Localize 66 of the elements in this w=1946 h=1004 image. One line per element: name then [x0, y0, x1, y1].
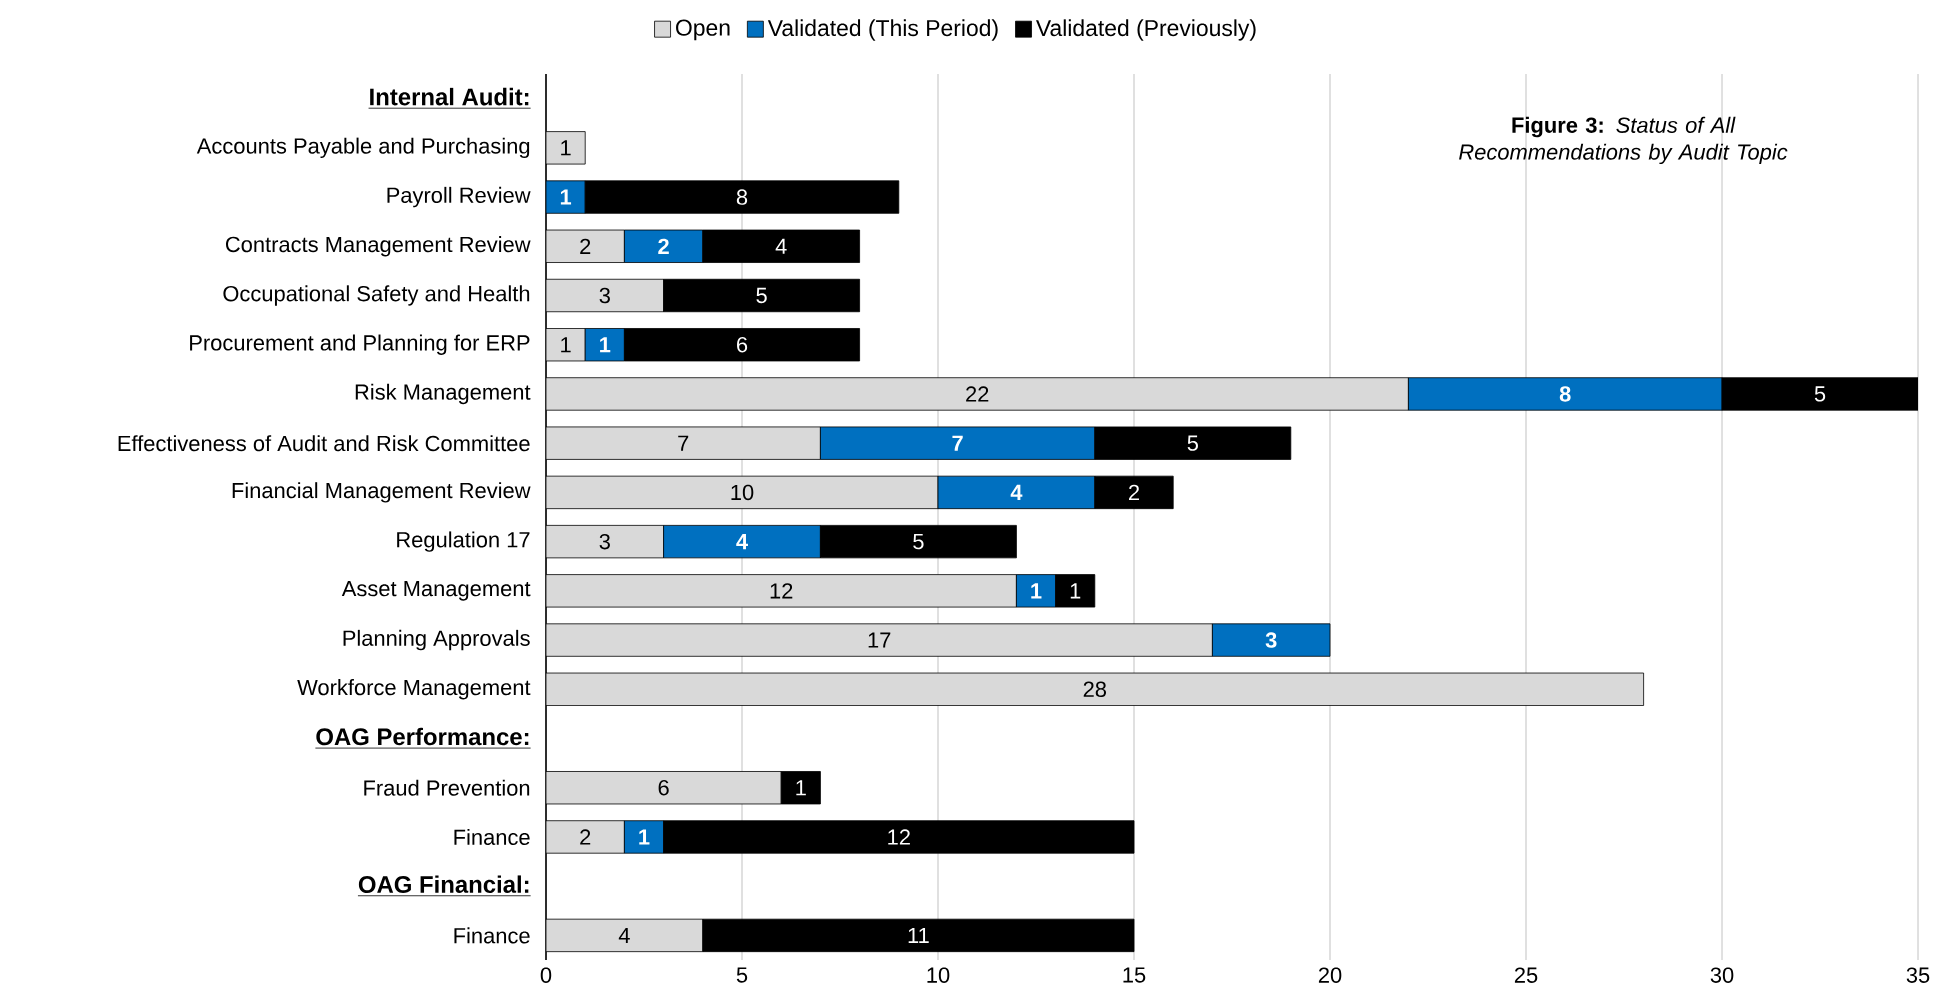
y-tick-label: Asset Management	[341, 581, 531, 601]
data-label: 1	[560, 189, 572, 205]
data-label: 10	[731, 484, 754, 501]
data-label: 3	[599, 533, 610, 550]
legend-label: Open	[676, 19, 730, 41]
data-label: 12	[888, 829, 910, 845]
data-label: 2	[1129, 484, 1140, 501]
y-tick-label: Procurement and Planning for ERP	[190, 334, 530, 355]
y-tick-label: OAG Performance:	[316, 727, 529, 746]
data-label: 4	[1010, 484, 1023, 500]
data-label: 12	[770, 583, 793, 599]
x-tick-label: 35	[1906, 967, 1930, 983]
y-tick-label: Risk Management	[355, 383, 531, 405]
x-tick-label: 30	[1710, 967, 1734, 983]
y-tick-label: Financial Management Review	[232, 482, 531, 503]
y-tick-label: Payroll Review	[387, 186, 531, 208]
data-label: 5	[756, 287, 767, 304]
data-label: 1	[639, 829, 650, 845]
data-label: 5	[1814, 386, 1826, 402]
data-label: 1	[796, 780, 806, 796]
data-label: 5	[913, 533, 924, 550]
y-tick-label: Fraud Prevention	[364, 779, 530, 796]
data-label: 4	[618, 927, 630, 943]
data-label: 28	[1083, 681, 1107, 698]
data-label: 22	[966, 386, 989, 402]
y-tick-label: Accounts Payable and Purchasing	[196, 137, 530, 159]
data-label: 17	[868, 632, 891, 648]
y-tick-label: Effectiveness of Audit and Risk Committee	[118, 435, 530, 452]
x-tick-label: 5	[736, 967, 748, 983]
data-label: 1	[1031, 583, 1042, 599]
text: Figure 3: Status of All Recommendations by Audit Topic	[1459, 116, 1788, 165]
y-tick-label: Workforce Management	[297, 679, 531, 700]
data-label: 8	[736, 189, 748, 205]
data-label: 5	[1187, 435, 1198, 451]
data-label: 3	[599, 287, 610, 304]
data-label: 8	[1559, 386, 1571, 402]
x-tick-label: 15	[1123, 967, 1146, 983]
y-tick-label: Finance	[454, 828, 530, 846]
data-label: 1	[1070, 583, 1081, 599]
data-label: 4	[775, 238, 787, 254]
y-tick-label: OAG Financial:	[358, 875, 529, 893]
data-label: 1	[561, 140, 571, 156]
data-label: 3	[1265, 632, 1277, 648]
data-label: 4	[736, 534, 748, 550]
y-tick-label: Finance	[454, 927, 530, 944]
legend-label: Validated (Previously)	[1035, 19, 1256, 41]
y-tick-label: Regulation 17	[397, 531, 530, 552]
x-tick-label: 0	[540, 967, 552, 983]
x-tick-label: 20	[1318, 967, 1342, 983]
y-tick-label: Contracts Management Review	[225, 236, 531, 257]
data-label: 7	[952, 435, 963, 451]
data-label: 11	[908, 927, 929, 943]
x-tick-label: 25	[1514, 967, 1538, 983]
y-tick-label: Planning Approvals	[343, 629, 530, 651]
data-label: 7	[678, 435, 689, 451]
legend-label: Validated (This Period)	[767, 19, 998, 41]
y-tick-label: Occupational Safety and Health	[223, 285, 530, 306]
data-label: 2	[580, 829, 591, 845]
data-label: 2	[580, 238, 591, 254]
y-tick-label: Internal Audit:	[370, 87, 529, 106]
data-label: 6	[737, 336, 748, 353]
data-label: 2	[658, 238, 669, 254]
data-label: 6	[658, 779, 669, 796]
data-label: 1	[600, 337, 611, 353]
data-label: 1	[561, 337, 571, 353]
x-tick-label: 10	[927, 967, 950, 983]
